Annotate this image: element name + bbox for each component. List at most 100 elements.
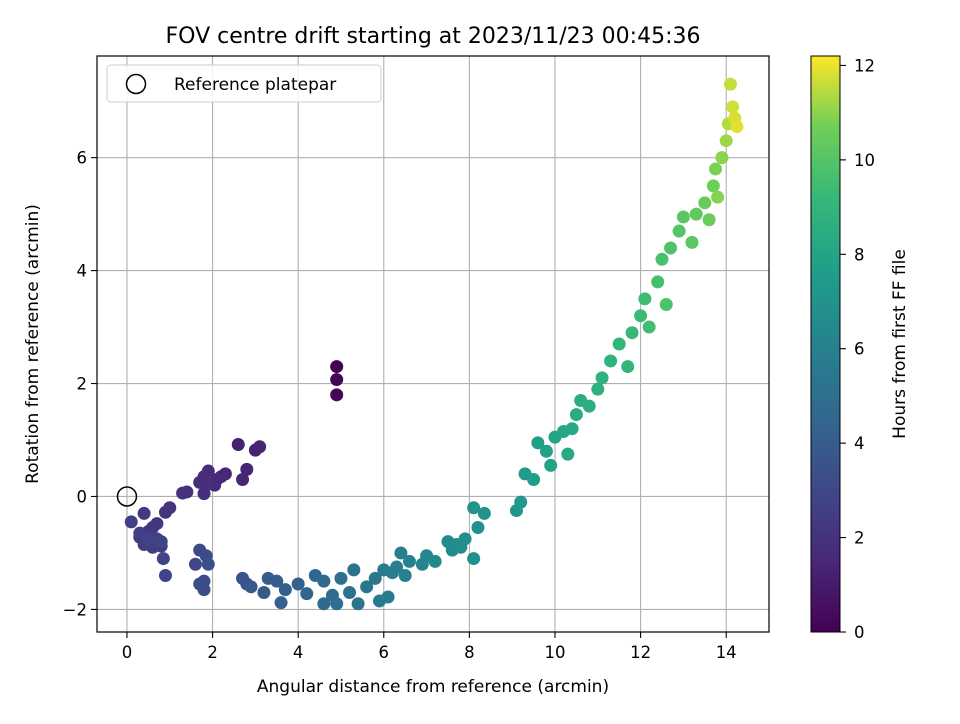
data-point <box>582 399 596 413</box>
y-axis-label: Rotation from reference (arcmin) <box>23 204 43 484</box>
data-point <box>723 77 737 91</box>
data-point <box>595 371 609 385</box>
data-point <box>240 462 254 476</box>
data-point <box>715 151 729 165</box>
y-tick-label: −2 <box>63 600 87 619</box>
data-point <box>347 563 361 577</box>
legend-marker <box>125 73 147 95</box>
data-point <box>689 207 703 221</box>
data-point <box>317 597 331 611</box>
scatter-points <box>124 77 744 611</box>
data-point <box>231 438 245 452</box>
data-point <box>726 100 740 114</box>
data-point <box>124 515 138 529</box>
colorbar-tick-label: 2 <box>854 529 865 548</box>
x-tick-label: 12 <box>630 643 651 662</box>
data-point <box>711 190 725 204</box>
data-point <box>527 473 541 487</box>
data-point <box>274 596 288 610</box>
plot-area <box>97 56 769 632</box>
data-point <box>539 444 553 458</box>
data-point <box>676 210 690 224</box>
data-point <box>390 560 404 574</box>
data-point <box>458 532 472 546</box>
data-point <box>278 583 292 597</box>
x-axis-label: Angular distance from reference (arcmin) <box>257 677 609 697</box>
data-point <box>719 134 733 148</box>
data-point <box>330 360 344 374</box>
data-point <box>634 309 648 323</box>
legend-box <box>106 64 382 103</box>
data-point <box>514 495 528 509</box>
data-point <box>471 521 485 535</box>
colorbar: 0 2 4 6 8 10 12 Hours from first FF file <box>810 55 910 642</box>
data-point <box>612 337 626 351</box>
data-point <box>244 580 258 594</box>
data-point <box>685 235 699 249</box>
colorbar-tick-label: 12 <box>854 56 875 75</box>
data-point <box>428 554 442 568</box>
data-point <box>137 506 151 520</box>
data-point <box>270 574 284 588</box>
data-point <box>291 577 305 591</box>
data-point <box>154 535 168 549</box>
data-point <box>604 354 618 368</box>
legend-label: Reference platepar <box>174 75 336 95</box>
data-point <box>698 196 712 210</box>
data-point <box>664 241 678 255</box>
data-point <box>638 292 652 306</box>
data-point <box>651 275 665 289</box>
plot-frame <box>96 55 770 633</box>
data-point <box>188 557 202 571</box>
data-point <box>236 473 250 487</box>
y-tick-label: 4 <box>77 262 88 281</box>
x-tick-label: 0 <box>122 643 133 662</box>
colorbar-ticks: 0 2 4 6 8 10 12 <box>840 56 875 642</box>
data-point <box>343 585 357 599</box>
data-point <box>569 408 583 422</box>
x-tick-label: 10 <box>544 643 565 662</box>
data-point <box>158 569 172 583</box>
data-point <box>330 373 344 387</box>
x-tick-label: 14 <box>716 643 737 662</box>
data-point <box>659 297 673 311</box>
data-point <box>398 569 412 583</box>
data-point <box>561 447 575 461</box>
x-tick-label: 4 <box>293 643 304 662</box>
data-point <box>368 571 382 585</box>
data-point <box>330 597 344 611</box>
data-point <box>334 571 348 585</box>
data-point <box>544 458 558 472</box>
colorbar-gradient <box>810 55 841 633</box>
x-tick-label: 2 <box>207 643 218 662</box>
colorbar-tick-label: 6 <box>854 340 865 359</box>
data-point <box>708 162 722 176</box>
data-point <box>141 532 155 546</box>
y-tick-label: 6 <box>77 149 88 168</box>
data-point <box>158 505 172 519</box>
data-point <box>702 213 716 227</box>
data-point <box>477 506 491 520</box>
data-point <box>330 388 344 402</box>
data-point <box>655 252 669 266</box>
data-point <box>300 587 314 601</box>
colorbar-tick-label: 10 <box>854 151 875 170</box>
data-point <box>317 574 331 588</box>
x-tick-label: 8 <box>464 643 475 662</box>
grid-lines <box>97 56 769 632</box>
data-point <box>156 552 170 566</box>
data-point <box>197 583 211 597</box>
data-point <box>706 179 720 193</box>
data-point <box>381 590 395 604</box>
data-point <box>642 320 656 334</box>
chart-title: FOV centre drift starting at 2023/11/23 … <box>166 24 701 49</box>
data-point <box>621 360 635 374</box>
data-point <box>672 224 686 238</box>
data-point <box>591 382 605 396</box>
y-tick-label: 0 <box>77 487 88 506</box>
data-point <box>201 477 215 491</box>
data-point <box>394 546 408 560</box>
data-point <box>351 597 365 611</box>
